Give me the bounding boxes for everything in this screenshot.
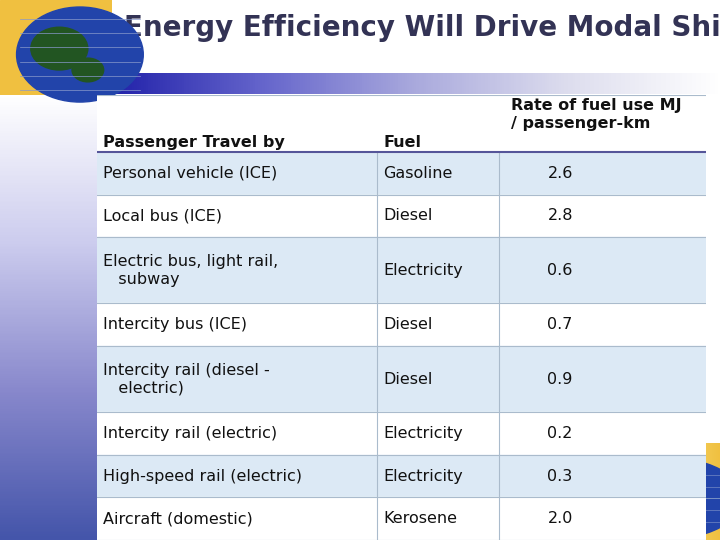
Text: Intercity rail (electric): Intercity rail (electric) bbox=[103, 426, 277, 441]
Text: Intercity rail (diesel -
   electric): Intercity rail (diesel - electric) bbox=[103, 362, 270, 396]
Bar bbox=[97, 412, 706, 455]
Circle shape bbox=[17, 7, 143, 102]
Text: Passenger Travel by: Passenger Travel by bbox=[103, 135, 285, 150]
Bar bbox=[97, 152, 706, 195]
Bar bbox=[97, 195, 706, 237]
Text: 0.7: 0.7 bbox=[547, 317, 573, 332]
Text: Aircraft (domestic): Aircraft (domestic) bbox=[103, 511, 253, 526]
Text: 2.8: 2.8 bbox=[547, 208, 573, 224]
Text: Diesel: Diesel bbox=[383, 372, 433, 387]
Text: Rate of fuel use MJ
/ passenger-km: Rate of fuel use MJ / passenger-km bbox=[511, 98, 682, 131]
Text: Fuel: Fuel bbox=[383, 135, 421, 150]
Text: Energy Efficiency Will Drive Modal Shift: Energy Efficiency Will Drive Modal Shift bbox=[124, 15, 720, 42]
Text: Kerosene: Kerosene bbox=[383, 511, 457, 526]
Text: Diesel: Diesel bbox=[383, 208, 433, 224]
Text: Electricity: Electricity bbox=[383, 469, 463, 483]
Text: Personal vehicle (ICE): Personal vehicle (ICE) bbox=[103, 166, 277, 181]
Text: 0.2: 0.2 bbox=[547, 426, 573, 441]
Bar bbox=[97, 497, 706, 540]
Text: Electricity: Electricity bbox=[383, 426, 463, 441]
Text: Intercity bus (ICE): Intercity bus (ICE) bbox=[103, 317, 247, 332]
Text: High-speed rail (electric): High-speed rail (electric) bbox=[103, 469, 302, 483]
Text: Electric bus, light rail,
   subway: Electric bus, light rail, subway bbox=[103, 254, 279, 287]
Text: 2.6: 2.6 bbox=[547, 166, 573, 181]
Bar bbox=[97, 237, 706, 303]
Circle shape bbox=[31, 27, 88, 70]
Bar bbox=[97, 346, 706, 412]
Text: 2.0: 2.0 bbox=[547, 511, 573, 526]
Bar bbox=[97, 303, 706, 346]
Text: 0.3: 0.3 bbox=[547, 469, 572, 483]
Text: Gasoline: Gasoline bbox=[383, 166, 453, 181]
Circle shape bbox=[647, 481, 701, 509]
Text: Local bus (ICE): Local bus (ICE) bbox=[103, 208, 222, 224]
Bar bbox=[97, 455, 706, 497]
Circle shape bbox=[582, 457, 720, 540]
Circle shape bbox=[72, 58, 104, 82]
Circle shape bbox=[630, 502, 662, 518]
Text: Diesel: Diesel bbox=[383, 317, 433, 332]
Text: 0.6: 0.6 bbox=[547, 263, 573, 278]
Text: 0.9: 0.9 bbox=[547, 372, 573, 387]
Text: Electricity: Electricity bbox=[383, 263, 463, 278]
Bar bbox=[97, 94, 706, 152]
